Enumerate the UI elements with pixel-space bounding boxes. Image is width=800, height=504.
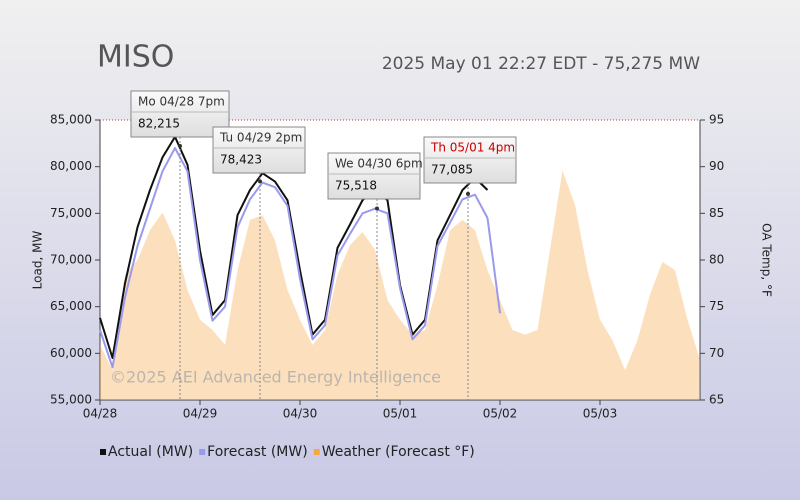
annotation-box xyxy=(327,152,421,200)
y-tick-label: 65,000 xyxy=(50,299,92,313)
legend-label: Actual (MW) xyxy=(108,444,193,460)
x-tick-label: 04/29 xyxy=(183,407,218,421)
chart-title: MISO xyxy=(97,40,174,75)
x-tick-label: 05/01 xyxy=(383,407,418,421)
x-tick-label: 04/30 xyxy=(283,407,318,421)
x-tick-label: 05/03 xyxy=(583,407,618,421)
annotation-point xyxy=(466,191,470,196)
chart-subtitle: 2025 May 01 22:27 EDT - 75,275 MW xyxy=(382,54,700,74)
y2-axis-label: OA Temp, °F xyxy=(760,223,774,297)
legend-swatch xyxy=(199,449,206,455)
legend-label: Forecast (MW) xyxy=(207,444,308,460)
weather-area xyxy=(100,170,700,400)
y2-tick-label: 80 xyxy=(709,253,724,267)
legend-swatch xyxy=(100,449,106,455)
x-tick-label: 05/02 xyxy=(483,407,518,421)
y2-tick-label: 85 xyxy=(709,206,724,220)
watermark: ©2025 AEI Advanced Energy Intelligence xyxy=(110,368,441,387)
y-tick-label: 80,000 xyxy=(50,159,92,173)
y-tick-label: 60,000 xyxy=(50,346,92,360)
annotation-point xyxy=(178,143,182,148)
annotation-box xyxy=(423,136,517,184)
annotation-label: Tu 04/29 2pm xyxy=(219,131,302,145)
x-tick-label: 04/28 xyxy=(83,407,118,421)
annotation-label: We 04/30 6pm xyxy=(335,157,423,171)
annotation-point xyxy=(258,179,262,184)
series-line xyxy=(99,147,501,369)
y2-tick-label: 65 xyxy=(709,393,724,407)
annotation-value: 78,423 xyxy=(220,153,262,167)
annotation-point xyxy=(375,206,379,211)
y-tick-label: 55,000 xyxy=(50,393,92,407)
y2-tick-label: 95 xyxy=(709,113,724,127)
y-tick-label: 75,000 xyxy=(50,206,92,220)
y-tick-label: 85,000 xyxy=(50,113,92,127)
legend-label: Weather (Forecast °F) xyxy=(322,444,475,460)
y2-tick-label: 75 xyxy=(709,299,724,313)
annotation-label: Th 05/01 4pm xyxy=(430,141,515,155)
y2-tick-label: 70 xyxy=(709,346,724,360)
annotation-label: Mo 04/28 7pm xyxy=(138,95,225,109)
annotation-value: 75,518 xyxy=(335,179,377,193)
y-tick-label: 70,000 xyxy=(50,253,92,267)
annotation-box xyxy=(212,126,306,174)
y2-tick-label: 90 xyxy=(709,159,724,173)
annotation-value: 77,085 xyxy=(431,163,473,177)
legend-swatch xyxy=(313,449,320,455)
annotation-value: 82,215 xyxy=(138,117,180,131)
series-line xyxy=(99,135,489,359)
y-axis-label: Load, MW xyxy=(31,231,45,290)
